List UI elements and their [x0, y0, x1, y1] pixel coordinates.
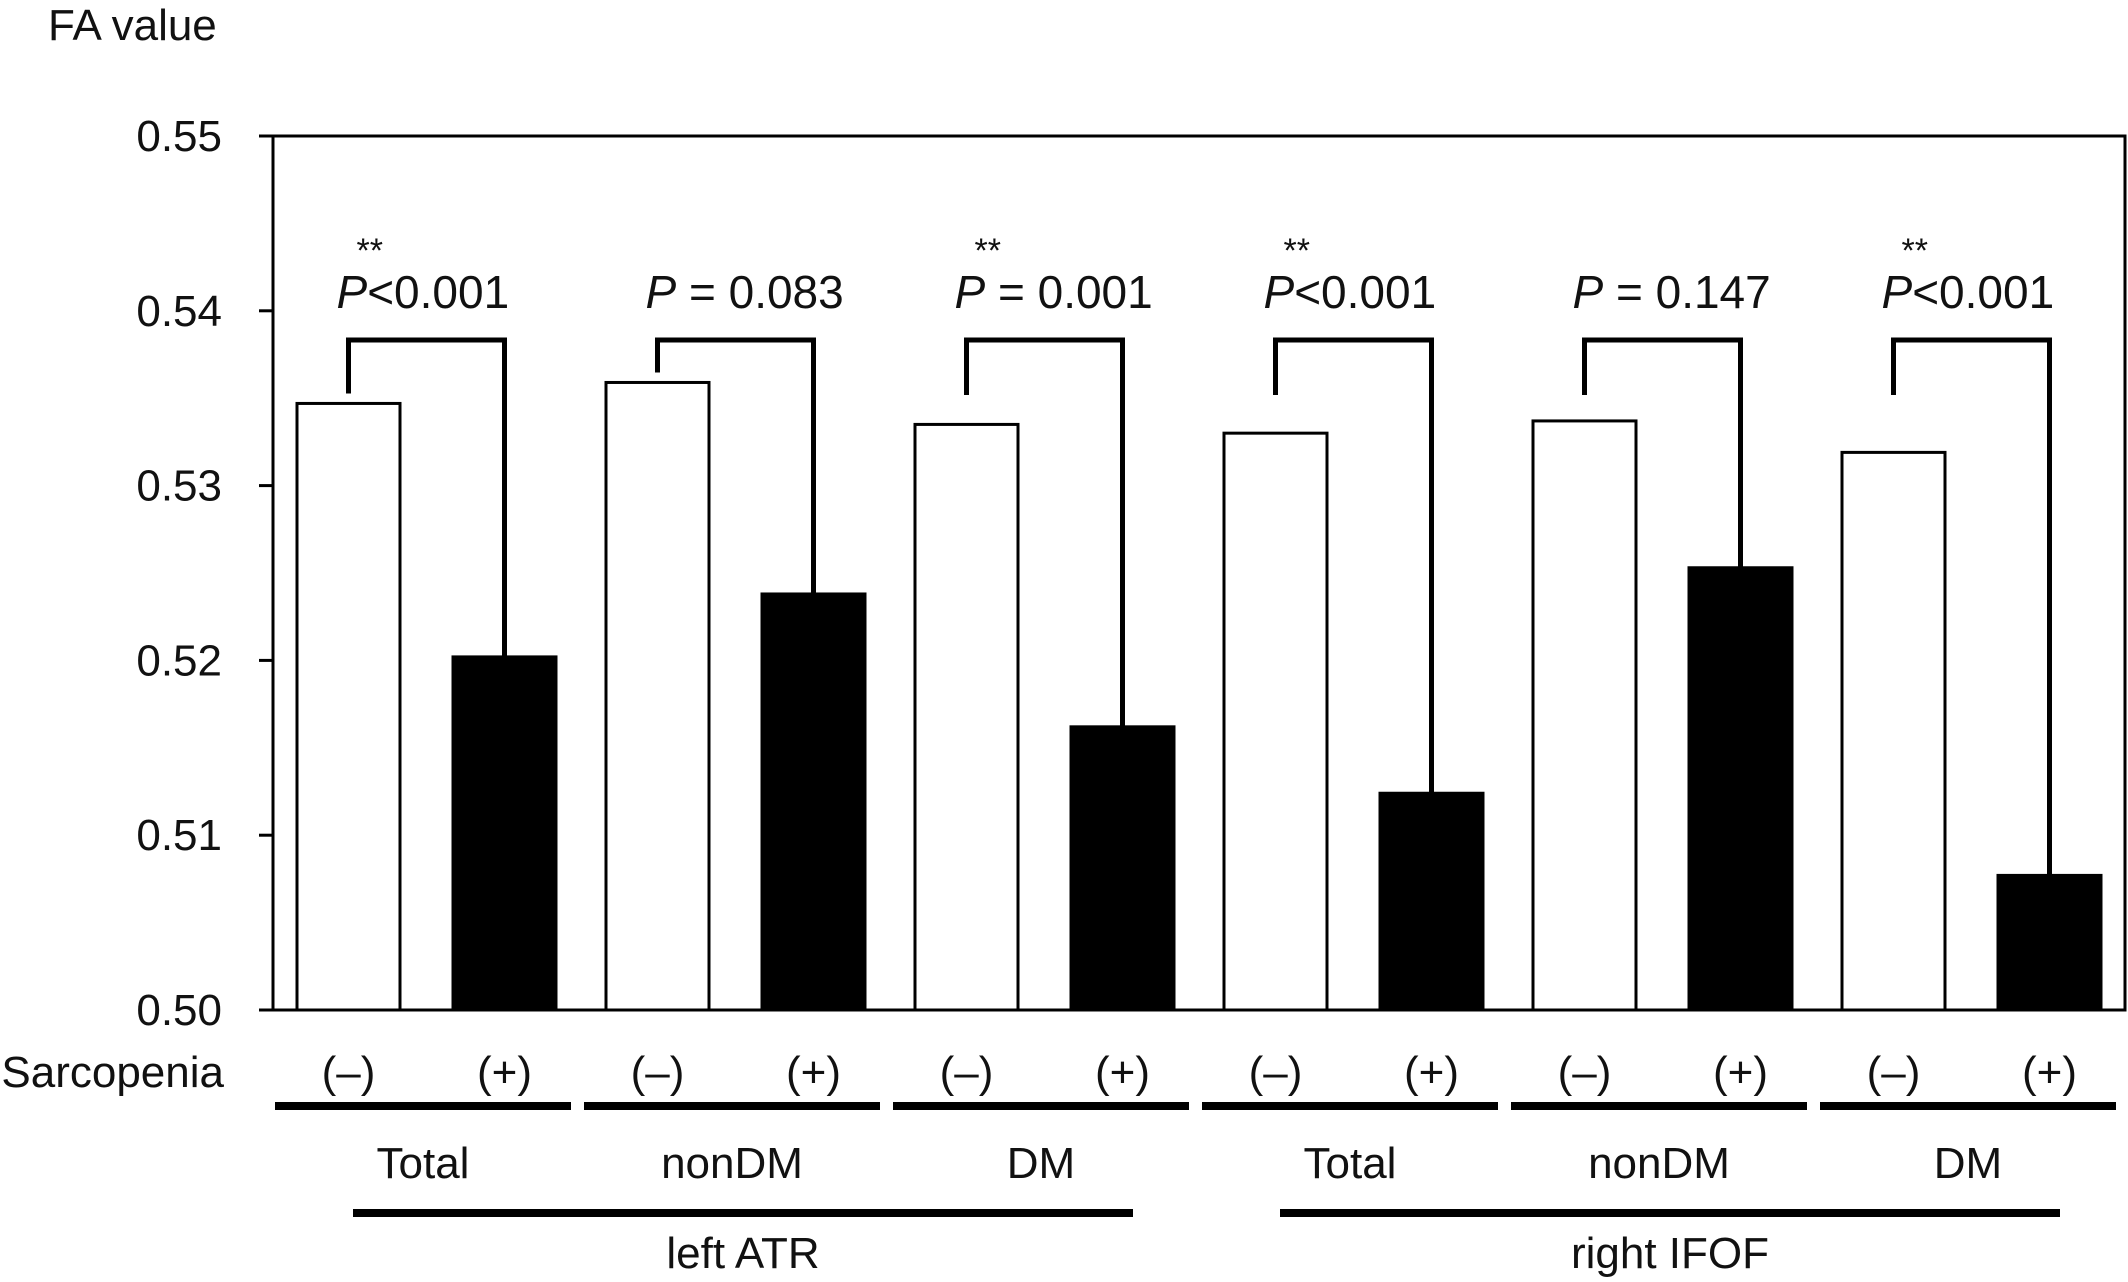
tract-label: left ATR	[666, 1229, 819, 1278]
tract-label: right IFOF	[1571, 1229, 1769, 1278]
plot-frame	[271, 134, 2127, 1012]
p-value-label: P<0.001	[1264, 266, 1437, 318]
sarcopenia-status-label: (–)	[631, 1048, 685, 1097]
y-tick-label: 0.51	[136, 811, 222, 860]
p-value-label: P<0.001	[1882, 266, 2055, 318]
sarcopenia-status-label: (+)	[477, 1048, 532, 1097]
p-value-label: P = 0.001	[955, 266, 1153, 318]
bar-sarcopenia-positive	[1069, 725, 1176, 1012]
p-value-label: P = 0.083	[646, 266, 844, 318]
y-tick-label: 0.55	[136, 112, 222, 161]
significance-bracket	[964, 337, 1125, 727]
sarcopenia-status-label: (+)	[1404, 1048, 1459, 1097]
y-tick-label: 0.52	[136, 636, 222, 685]
significance-bracket	[1273, 337, 1434, 794]
p-value-label: P = 0.147	[1573, 266, 1771, 318]
sarcopenia-status-label: (–)	[322, 1048, 376, 1097]
y-tick-label: 0.53	[136, 462, 222, 511]
bar-sarcopenia-positive	[1996, 873, 2103, 1012]
subgroup-label: nonDM	[1588, 1139, 1730, 1188]
bar-sarcopenia-negative	[913, 422, 1020, 1012]
bar-sarcopenia-negative	[1531, 419, 1638, 1012]
sarcopenia-status-label: (–)	[1558, 1048, 1612, 1097]
subgroup-label: DM	[1934, 1139, 2002, 1188]
significance-bracket	[346, 337, 507, 657]
significance-stars: **	[975, 232, 1001, 270]
subgroup-label: DM	[1007, 1139, 1075, 1188]
p-value-label: P<0.001	[337, 266, 510, 318]
bar-sarcopenia-positive	[1687, 566, 1794, 1012]
significance-stars: **	[1902, 232, 1928, 270]
significance-bracket	[655, 337, 816, 594]
sarcopenia-status-label: (–)	[1249, 1048, 1303, 1097]
bar-sarcopenia-negative	[1840, 450, 1947, 1012]
sarcopenia-status-label: (–)	[940, 1048, 994, 1097]
significance-stars: **	[357, 232, 383, 270]
sarcopenia-status-label: (+)	[1095, 1048, 1150, 1097]
y-tick-label: 0.50	[136, 986, 222, 1035]
subgroup-label: nonDM	[661, 1139, 803, 1188]
sarcopenia-status-label: (+)	[2022, 1048, 2077, 1097]
sarcopenia-status-label: (+)	[786, 1048, 841, 1097]
bar-sarcopenia-positive	[760, 592, 867, 1012]
y-tick-label: 0.54	[136, 287, 222, 336]
subgroup-label: Total	[377, 1139, 470, 1188]
sarcopenia-status-label: (–)	[1867, 1048, 1921, 1097]
significance-bracket	[1891, 337, 2052, 876]
sarcopenia-status-label: (+)	[1713, 1048, 1768, 1097]
sarcopenia-row-label: Sarcopenia	[1, 1048, 224, 1097]
bar-sarcopenia-positive	[1378, 791, 1485, 1012]
bar-sarcopenia-positive	[451, 655, 558, 1012]
subgroup-label: Total	[1304, 1139, 1397, 1188]
bar-sarcopenia-negative	[1222, 431, 1329, 1012]
significance-bracket	[1582, 337, 1743, 568]
bar-sarcopenia-negative	[295, 401, 402, 1012]
significance-stars: **	[1284, 232, 1310, 270]
y-axis-label: FA value	[48, 1, 217, 50]
bar-sarcopenia-negative	[604, 380, 711, 1012]
